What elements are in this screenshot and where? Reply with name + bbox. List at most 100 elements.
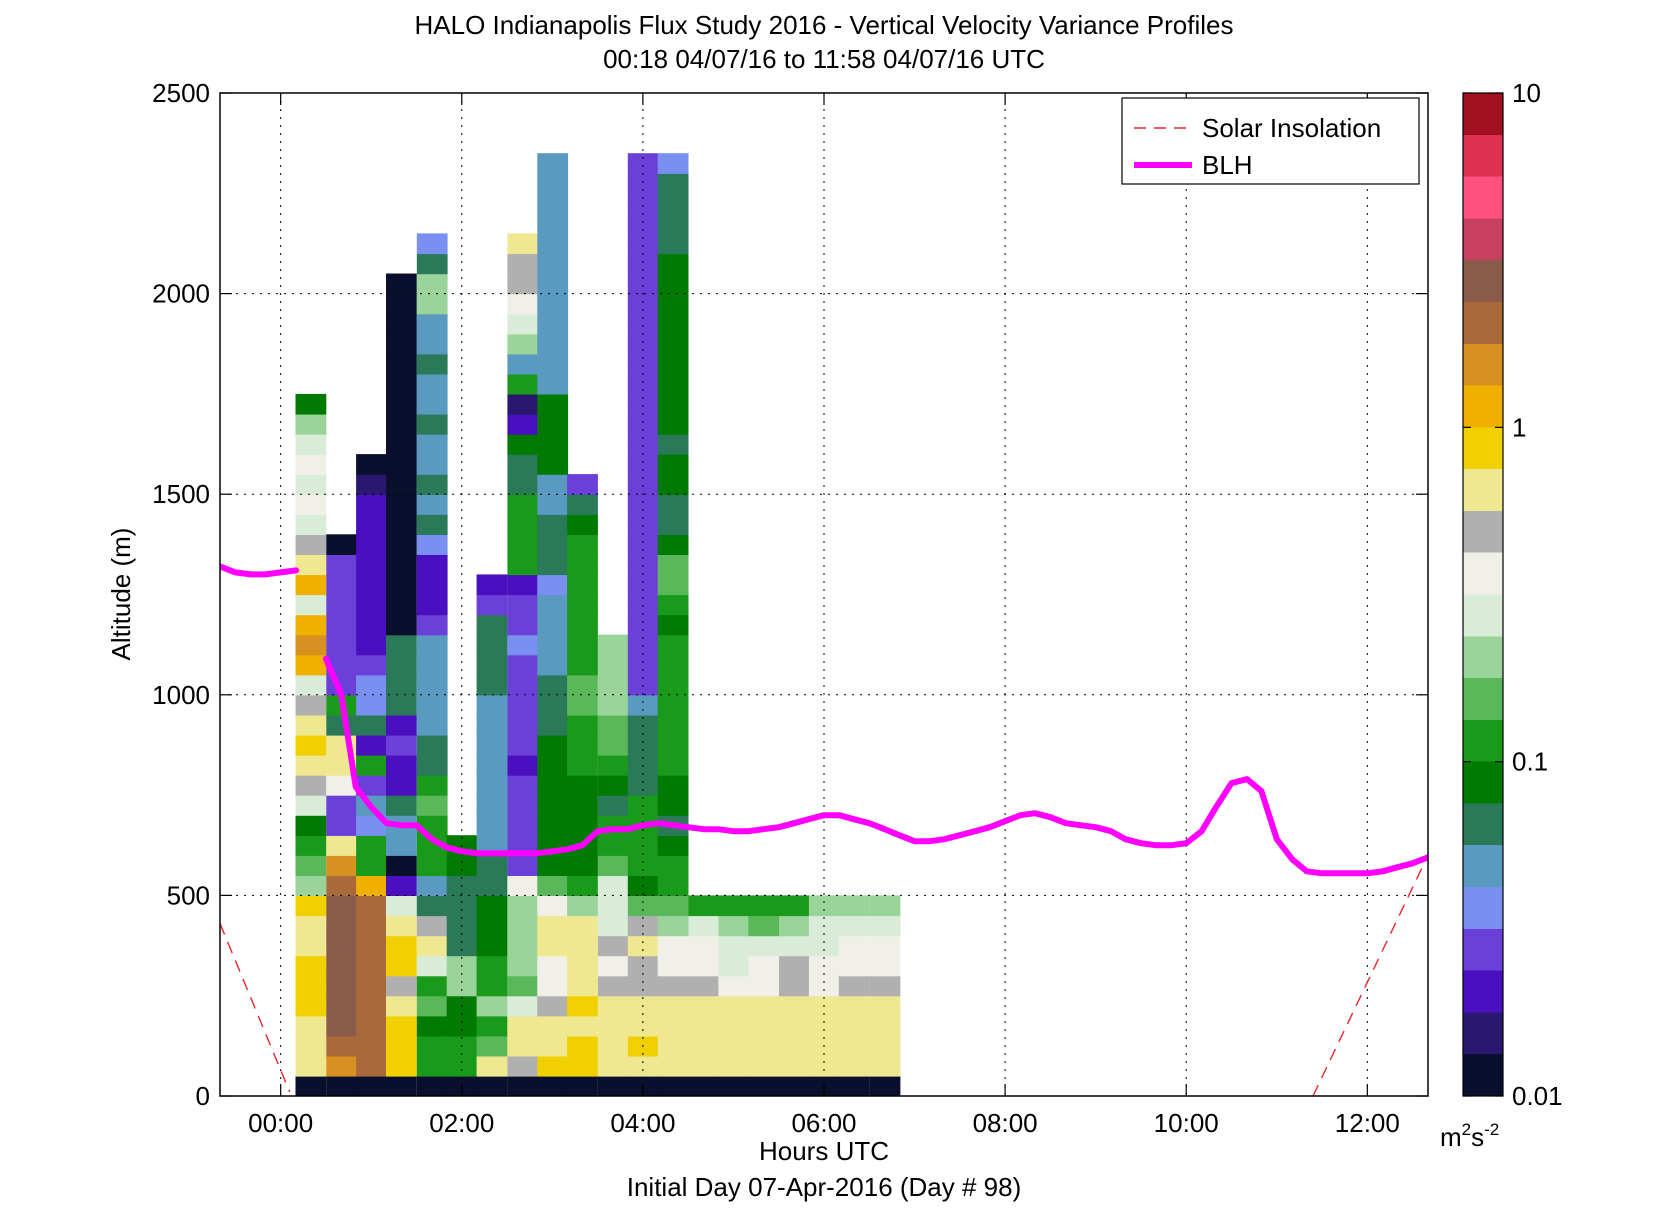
heatmap-cell (507, 1015, 539, 1037)
heatmap-cell (627, 474, 659, 495)
heatmap-cell (657, 875, 689, 896)
heatmap-cell (688, 915, 720, 937)
colorbar-unit-mid: s (1471, 1122, 1484, 1152)
heatmap-cell (657, 574, 689, 596)
heatmap-cell (295, 1075, 327, 1096)
heatmap-cell (627, 414, 659, 435)
heatmap-cell (869, 1055, 901, 1077)
heatmap-cell (597, 654, 629, 676)
heatmap-cell (476, 755, 508, 776)
heatmap-cell (537, 775, 569, 796)
heatmap-cell (869, 975, 901, 997)
heatmap-cell (295, 574, 327, 596)
heatmap-cell (416, 454, 448, 475)
heatmap-cell (356, 694, 387, 716)
heatmap-cell (838, 975, 870, 997)
heatmap-cell (567, 915, 598, 937)
heatmap-cell (567, 1075, 598, 1096)
heatmap-cell (567, 775, 598, 796)
heatmap-cell (416, 594, 448, 616)
heatmap-cell (597, 775, 629, 796)
blh-line (322, 655, 1428, 877)
heatmap-cell (869, 1035, 901, 1057)
x-tick-label: 08:00 (973, 1108, 1038, 1138)
heatmap-cell (295, 795, 327, 816)
heatmap-cell (507, 574, 539, 596)
heatmap-cell (476, 955, 508, 977)
heatmap-cell (356, 775, 387, 796)
heatmap-cell (627, 895, 659, 917)
y-tick-label: 1500 (152, 479, 210, 509)
blh-line (220, 563, 300, 578)
heatmap-cell (657, 915, 689, 937)
heatmap-cell (416, 333, 448, 355)
colorbar-unit-sup1: 2 (1462, 1120, 1471, 1139)
heatmap-cell (869, 915, 901, 937)
heatmap-cell (597, 855, 629, 876)
heatmap-cell (476, 895, 508, 917)
heatmap-cell (657, 213, 689, 235)
heatmap-cell (748, 935, 780, 957)
heatmap-cell (416, 875, 448, 896)
heatmap-cell (507, 775, 539, 796)
heatmap-cell (597, 734, 629, 756)
heatmap-cell (476, 975, 508, 997)
heatmap-cell (295, 955, 327, 977)
heatmap-cell (567, 594, 598, 616)
heatmap-cell (386, 995, 417, 1017)
heatmap-cell (295, 1035, 327, 1057)
heatmap-cell (386, 734, 417, 756)
heatmap-cell (657, 193, 689, 214)
heatmap-cell (476, 875, 508, 896)
heatmap-cell (688, 1015, 720, 1037)
heatmap-cell (295, 494, 327, 515)
heatmap-cell (416, 474, 448, 495)
x-tick-label: 04:00 (610, 1108, 675, 1138)
heatmap-cell (356, 1055, 387, 1077)
heatmap-cell (507, 474, 539, 495)
heatmap-cell (507, 454, 539, 475)
heatmap-cell (808, 895, 840, 917)
heatmap-cell (657, 634, 689, 656)
heatmap-cell (779, 995, 810, 1017)
heatmap-cell (748, 1035, 780, 1057)
heatmap-cell (597, 714, 629, 736)
y-axis-ticks: 0 500 1000 1500 2000 2500 (152, 78, 1428, 1111)
heatmap-cell (657, 474, 689, 495)
heatmap-cell (657, 1055, 689, 1077)
x-axis-ticks: 00:00 02:00 04:00 06:00 08:00 10:00 12:00 (248, 93, 1400, 1138)
heatmap-cell (476, 1035, 508, 1057)
heatmap-cell (326, 614, 358, 636)
heatmap-cell (326, 795, 358, 816)
heatmap-cell (537, 935, 569, 957)
heatmap-cell (597, 694, 629, 716)
y-axis-label: Altitude (m) (106, 528, 136, 661)
y-tick-label: 2500 (152, 78, 210, 108)
heatmap-cell (627, 554, 659, 576)
heatmap-cell (657, 393, 689, 415)
colorbar-unit: m2s-2 (1440, 1120, 1499, 1152)
heatmap-cell (718, 1075, 750, 1096)
heatmap-cell (386, 594, 417, 616)
heatmap-cell (718, 1015, 750, 1037)
heatmap-cell (627, 614, 659, 636)
heatmap-cell (356, 474, 387, 495)
heatmap-cell (597, 935, 629, 957)
heatmap-cell (356, 634, 387, 656)
heatmap-cell (627, 975, 659, 997)
heatmap-cell (416, 293, 448, 315)
heatmap-cell (567, 795, 598, 816)
heatmap-cell (446, 935, 478, 957)
heatmap-cell (537, 193, 569, 214)
heatmap-cell (627, 213, 659, 235)
heatmap-cell (627, 534, 659, 555)
heatmap-cell (537, 795, 569, 816)
colorbar: 0.01 0.1 1 10 m2s-2 (1440, 78, 1563, 1152)
heatmap-cell (416, 855, 448, 876)
heatmap-cell (537, 975, 569, 997)
heatmap-cell (416, 393, 448, 415)
heatmap-cell (507, 594, 539, 616)
heatmap-cell (386, 935, 417, 957)
heatmap-cell (326, 1035, 358, 1057)
heatmap-cell (748, 1055, 780, 1077)
